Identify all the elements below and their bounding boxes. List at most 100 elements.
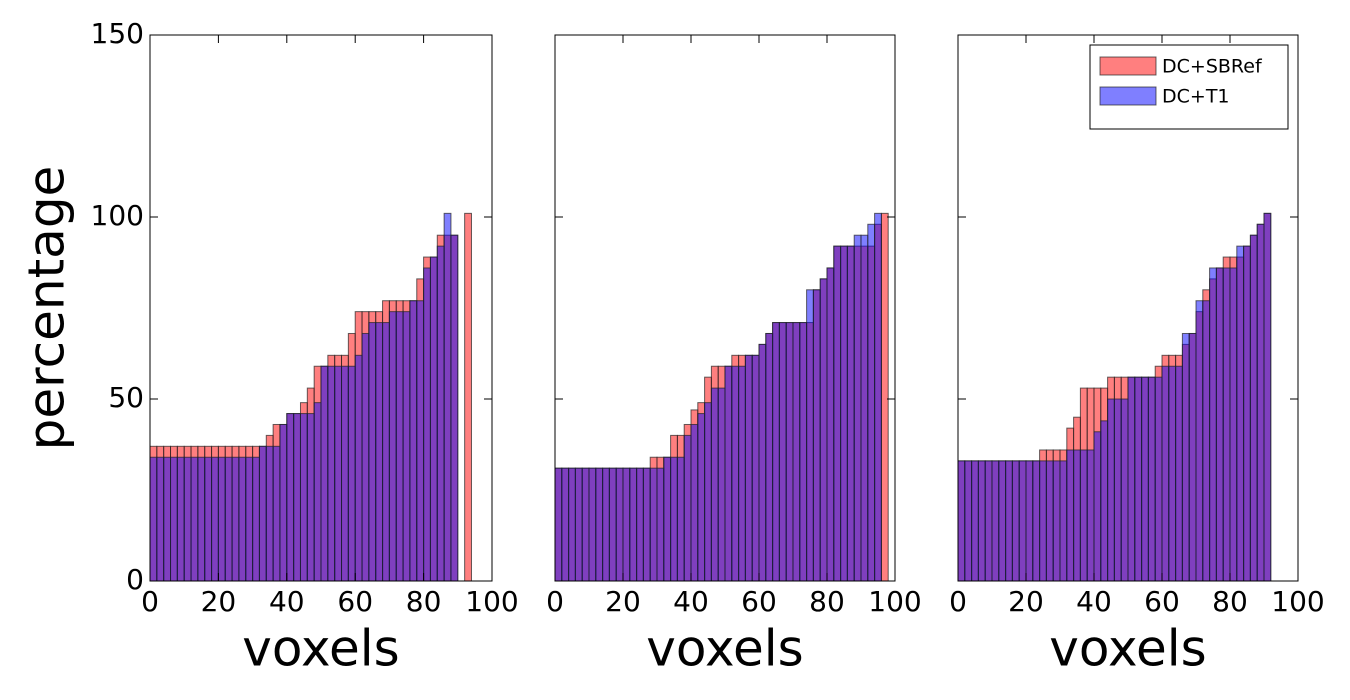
bar [984,460,993,582]
bar [717,387,726,582]
bar [799,322,808,582]
bar [334,365,343,582]
bar [286,413,295,582]
bar [1249,234,1258,582]
x-tick-label: 80 [809,585,845,618]
bar [971,460,979,582]
bar [1209,267,1217,582]
bar [670,456,678,582]
bar [554,467,563,582]
bar [1243,245,1251,582]
bar [642,467,651,582]
bar [1079,449,1088,582]
bar [245,456,254,582]
bar [1147,376,1156,582]
legend-label: DC+SBRef [1162,56,1263,78]
bar [1093,431,1102,582]
bar [1215,267,1224,582]
bar [581,467,590,582]
bar [149,456,158,582]
bar [731,365,740,582]
x-tick-label: 0 [546,585,564,618]
bar [238,456,247,582]
bar [806,289,814,582]
bar [211,456,219,582]
y-tick-label: 50 [108,381,144,414]
bar [231,456,240,582]
bar [1005,460,1013,582]
x-tick-label: 20 [1008,585,1044,618]
bar [758,343,767,582]
bar [252,456,260,582]
bar [1025,460,1034,582]
bar [846,245,855,582]
x-tick-label: 40 [269,585,305,618]
bar [1195,300,1204,582]
bar [710,387,719,582]
bar [320,365,329,582]
bar [395,311,404,582]
bar [272,445,281,582]
bar [819,278,828,582]
bar [568,467,576,582]
bar [772,322,780,582]
x-tick-label: 20 [605,585,641,618]
bar [388,311,397,582]
bar [190,456,199,582]
bar [778,322,787,582]
bar [588,467,597,582]
bar [313,402,322,582]
bar [1045,460,1054,582]
x-tick-label: 40 [1076,585,1112,618]
x-tick-label: 80 [1212,585,1248,618]
bar [1168,365,1177,582]
x-tick-label: 60 [1144,585,1180,618]
bar [1059,460,1068,582]
bar [258,445,267,582]
bar [1141,376,1149,582]
bar [1229,267,1238,582]
bar [977,460,986,582]
bar [197,456,206,582]
bar [1134,376,1143,582]
bar [327,365,336,582]
bar [156,456,165,582]
bar [1188,332,1197,582]
plot-frame [957,34,1299,582]
bar [812,289,821,582]
bar [368,322,377,582]
bar [663,456,672,582]
bar [170,456,178,582]
bar [853,234,862,582]
plot-frame [149,34,493,582]
legend-swatch [1099,86,1157,106]
bar [738,365,746,582]
bar [176,456,185,582]
bar [867,223,876,582]
bar [1161,365,1170,582]
bar [874,212,882,582]
y-axis-label: percentage [18,166,76,451]
bar [561,467,570,582]
bar [1202,300,1211,582]
bar [409,300,418,582]
bar [1039,460,1047,582]
bar [224,456,233,582]
x-tick-label: 40 [673,585,709,618]
bar [299,413,308,582]
bar [1181,332,1190,582]
bar [217,456,226,582]
x-tick-label: 20 [201,585,237,618]
bar [1263,212,1272,582]
bar [656,467,665,582]
bar [1052,460,1061,582]
x-tick-label: 80 [406,585,442,618]
x-tick-label: 60 [337,585,373,618]
bar [744,354,753,582]
bar [443,212,452,582]
bar [382,322,390,582]
bar [751,354,760,582]
bar [416,300,425,582]
bar [649,467,658,582]
